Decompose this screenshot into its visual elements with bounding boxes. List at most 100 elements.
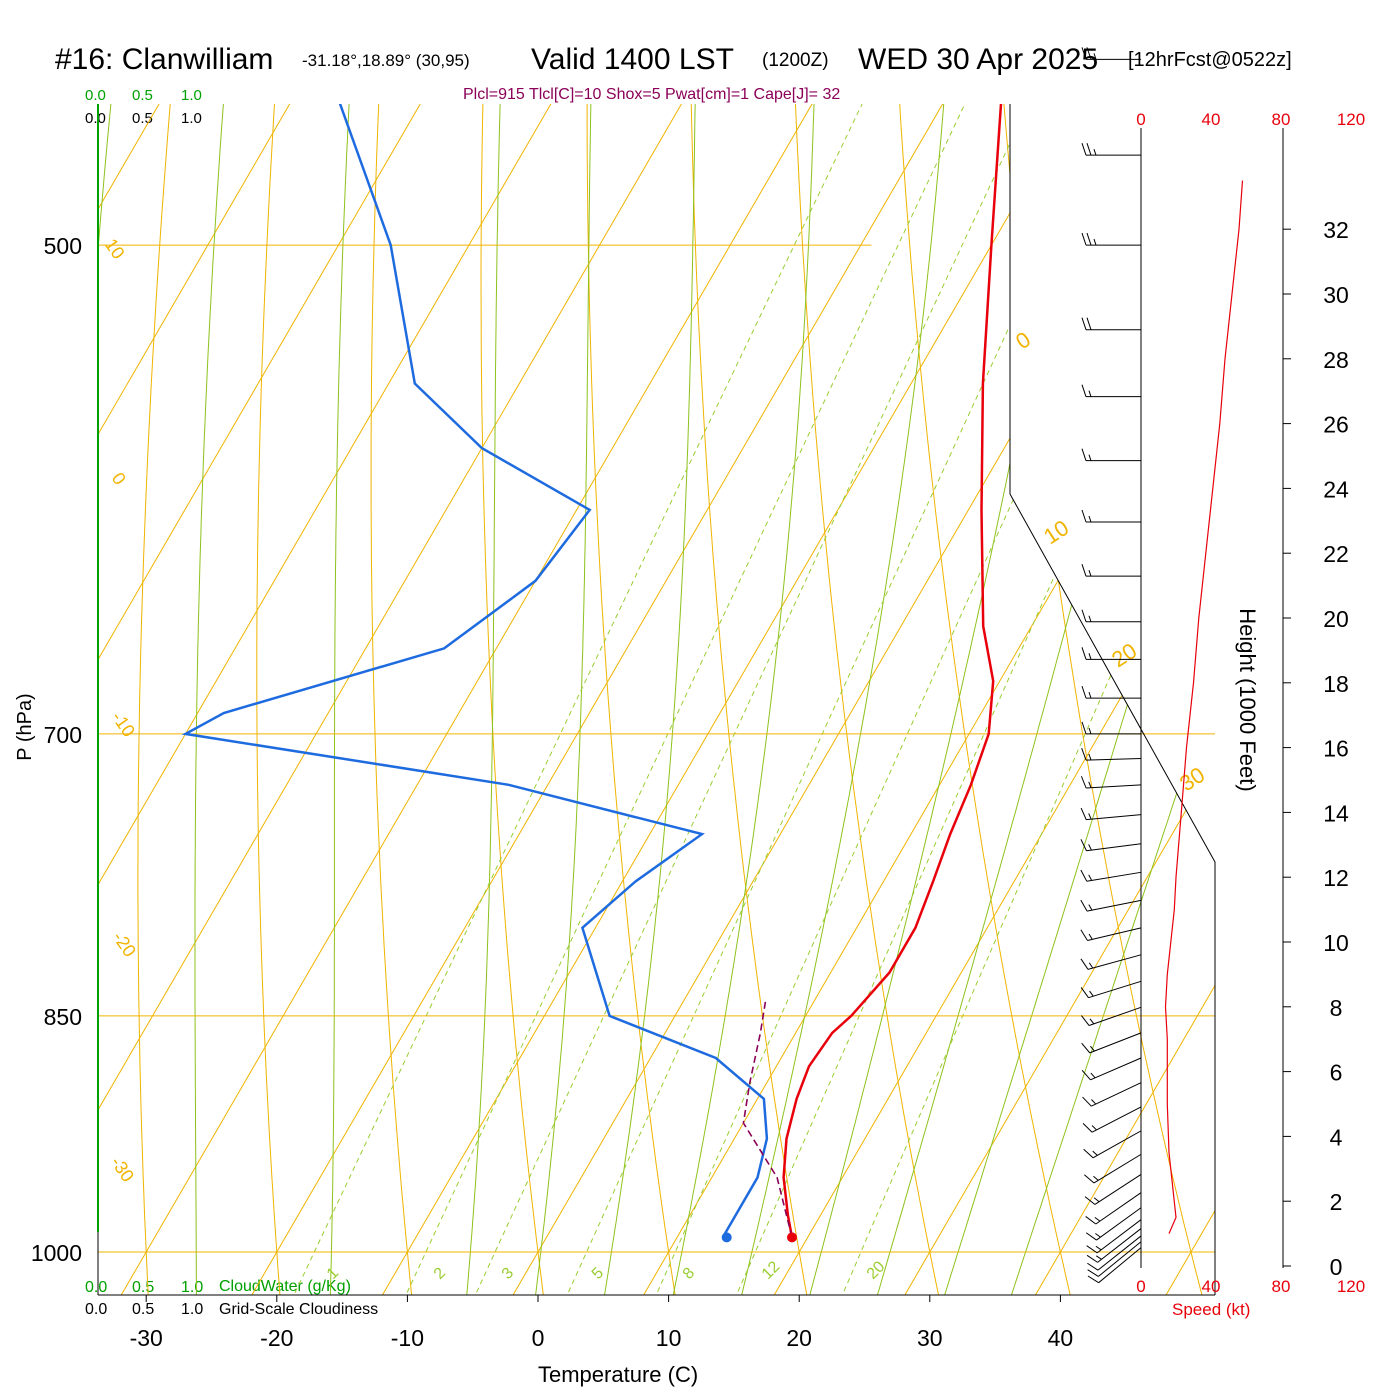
barb-full (1080, 869, 1088, 882)
isotherm-label: 0 (108, 469, 130, 489)
wind-barb (1083, 1130, 1142, 1159)
height-tick-label: 16 (1323, 736, 1349, 762)
barb-staff (1086, 843, 1142, 852)
moist-adiabat (783, 104, 1152, 1295)
isotherm-label: 0 (1011, 327, 1035, 355)
isotherm (98, 104, 602, 1295)
barb-staff (1097, 1241, 1142, 1277)
barb-half (1092, 1150, 1098, 1156)
moist-adiabat (457, 104, 572, 1295)
barb-half (1093, 53, 1097, 60)
wind-barb (1080, 1006, 1142, 1026)
parcel-profile-line (742, 998, 793, 1238)
barb-full (1081, 748, 1087, 761)
barb-staff (1087, 927, 1142, 941)
moist-adiabat (849, 104, 1215, 1295)
isotherm (326, 104, 1215, 1295)
barb-staff (1092, 1130, 1142, 1159)
isobar-lines (98, 244, 1215, 1253)
barb-staff (1086, 871, 1142, 882)
wind-barb (1082, 1106, 1142, 1133)
barb-full (1084, 1174, 1095, 1184)
isotherm (718, 104, 1215, 1295)
dry-adiabat (1153, 104, 1215, 1295)
barb-full (1085, 1216, 1097, 1225)
height-tick-label: 4 (1330, 1124, 1343, 1150)
barb-half (1088, 904, 1093, 911)
speed-tick-label: 40 (1202, 110, 1221, 129)
speed-tick-label: 40 (1202, 1277, 1221, 1296)
barb-full (1080, 776, 1087, 789)
speed-tick-label: 0 (1136, 110, 1145, 129)
bottom-cloudiness-scale-0: 0.0 (85, 1301, 107, 1318)
barb-full (1081, 509, 1087, 523)
station-coords: -31.18°,18.89° (30,95) (302, 51, 470, 70)
barb-full (1081, 1042, 1091, 1054)
barb-half (1088, 570, 1092, 577)
dry-adiabat (883, 104, 1094, 1295)
moist-adiabat (653, 104, 849, 1295)
barb-full (1080, 929, 1088, 941)
barb-full (1080, 899, 1088, 912)
wind-barb (1080, 776, 1142, 789)
moist-adiabat (522, 104, 649, 1295)
wind-barb (1081, 47, 1141, 60)
wind-barb (1081, 509, 1141, 523)
mixing-ratio-line (361, 104, 1053, 1295)
barb-full (1082, 1096, 1092, 1107)
barb-half (1090, 1072, 1096, 1079)
height-tick-label: 26 (1323, 412, 1349, 438)
barb-full (1087, 1262, 1099, 1271)
barb-staff (1088, 1006, 1142, 1026)
temperature-tick-label: 30 (917, 1325, 943, 1351)
temperature-axis-ticks: -30 -20 -10 0 10 20 30 40 (130, 1295, 1073, 1351)
isotherm (587, 104, 1215, 1295)
barb-staff (1093, 1153, 1142, 1184)
barb-staff (1091, 1106, 1142, 1133)
speed-tick-label: 120 (1337, 110, 1365, 129)
barb-full (1087, 1275, 1099, 1284)
barb-staff (1096, 1219, 1142, 1254)
barb-half (1093, 1175, 1099, 1181)
isotherm-label: 10 (1039, 515, 1073, 549)
barb-staff (1095, 1192, 1142, 1225)
mixing-ratio-label: 8 (680, 1264, 698, 1282)
top-cloudwater-scale-0: 0.0 (85, 87, 106, 104)
wind-barb (1085, 1192, 1142, 1225)
moist-adiabat (98, 104, 250, 1295)
speed-tick-label: 80 (1272, 110, 1291, 129)
wind-barb (1081, 384, 1141, 398)
barb-half (1094, 1216, 1101, 1222)
dry-adiabat (137, 104, 297, 1295)
barb-full (1081, 232, 1087, 246)
wind-barb (1082, 1082, 1142, 1107)
wind-barb (1087, 1241, 1142, 1277)
barb-full (1080, 987, 1089, 998)
station-title: #16: Clanwilliam (55, 43, 273, 76)
dry-adiabat (688, 104, 826, 1295)
dry-adiabat (976, 104, 1215, 1295)
bottom-cloudwater-scale-0: 0.0 (85, 1279, 107, 1296)
barb-full (1081, 384, 1087, 397)
wind-barb (1080, 954, 1142, 970)
moist-adiabat (194, 104, 343, 1295)
mixing-ratio-line (248, 104, 951, 1295)
dry-adiabat (480, 104, 557, 1295)
isotherm (849, 104, 1215, 1295)
wind-barb (1086, 1219, 1142, 1254)
wind-barbs (1080, 47, 1142, 1284)
barb-half (1088, 515, 1092, 523)
mixing-ratio-line (431, 104, 1115, 1295)
wind-barb (1081, 317, 1141, 331)
mixing-ratio-line (801, 104, 1215, 1295)
temperature-tick-label: -20 (260, 1325, 293, 1351)
barb-staff (1097, 1228, 1142, 1263)
mixing-ratio-lines (248, 104, 1215, 1295)
barb-full (1081, 448, 1087, 461)
wind-speed-line (1164, 180, 1244, 1234)
pressure-tick-label: 1000 (31, 1240, 82, 1266)
dry-adiabat (1066, 104, 1215, 1295)
temperature-tick-label: 20 (786, 1325, 812, 1351)
barb-staff (1088, 980, 1142, 999)
